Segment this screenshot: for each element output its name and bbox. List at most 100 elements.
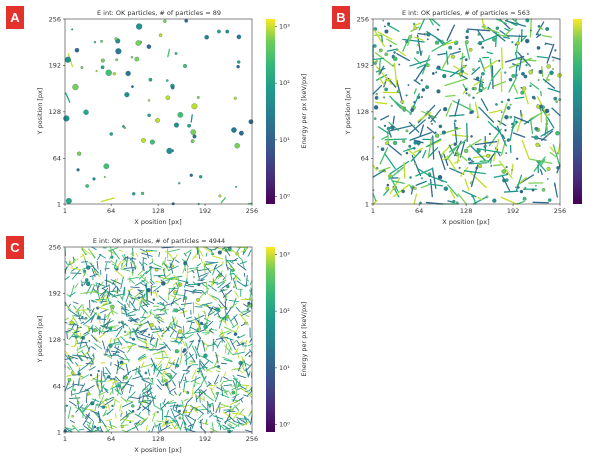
- particle-track: [529, 118, 534, 135]
- particle-track: [238, 361, 243, 372]
- particle-track: [132, 423, 141, 430]
- particle-track: [388, 175, 399, 193]
- particle-track: [227, 341, 233, 351]
- particle-spot: [553, 96, 558, 101]
- particle-track: [212, 415, 224, 420]
- particle-track: [202, 246, 211, 253]
- particle-track: [187, 365, 192, 368]
- particle-track: [131, 271, 134, 276]
- particle-track: [483, 59, 498, 70]
- particle-track: [219, 403, 229, 408]
- particle-track: [240, 310, 251, 313]
- particle-spot: [405, 94, 408, 97]
- particle-track: [239, 313, 248, 323]
- particle-track: [414, 64, 427, 82]
- particle-track: [122, 370, 132, 379]
- particle-track: [173, 409, 184, 417]
- particle-track: [529, 18, 532, 38]
- particle-track: [222, 376, 229, 380]
- particle-track: [76, 353, 83, 362]
- particle-spot: [177, 409, 181, 413]
- particle-track: [167, 248, 180, 253]
- particle-track: [182, 389, 188, 394]
- particle-track: [183, 420, 188, 433]
- particle-spot: [430, 115, 434, 119]
- particle-track: [191, 269, 195, 274]
- particle-spot: [443, 186, 449, 191]
- particle-spot: [235, 252, 239, 256]
- particle-track: [248, 394, 253, 398]
- particle-track: [486, 51, 494, 55]
- x-ticks-a: 1 64 128 192 256: [63, 204, 258, 215]
- plot-frame-a: [64, 18, 253, 205]
- particle-track: [224, 413, 231, 425]
- particle-spot: [505, 152, 507, 155]
- particle-spot: [135, 40, 142, 46]
- particle-spot: [115, 58, 119, 62]
- particle-track: [187, 320, 195, 324]
- particle-track: [169, 325, 178, 333]
- particle-track: [120, 336, 128, 344]
- particle-track: [185, 341, 189, 350]
- particle-spot: [544, 108, 550, 114]
- particle-track: [64, 321, 68, 324]
- particle-spot: [535, 142, 540, 147]
- particle-spot: [225, 314, 230, 319]
- particle-track: [106, 346, 113, 358]
- particle-track: [232, 266, 236, 272]
- particle-track: [461, 190, 477, 198]
- panel-badge-a-label: A: [10, 10, 20, 25]
- particle-track: [101, 394, 105, 401]
- particle-track: [194, 346, 200, 357]
- particle-track: [521, 139, 530, 160]
- particle-track: [153, 316, 165, 323]
- particle-track: [151, 425, 155, 433]
- particle-track: [142, 257, 147, 260]
- particle-track: [68, 397, 81, 399]
- particle-spot: [233, 96, 237, 100]
- particle-track: [477, 33, 500, 45]
- particle-spot: [507, 98, 511, 102]
- particle-track: [158, 423, 162, 432]
- particle-track: [392, 183, 410, 198]
- particle-track: [190, 114, 193, 123]
- particle-track: [76, 344, 87, 351]
- particle-track: [137, 269, 145, 276]
- particle-track: [195, 314, 205, 320]
- particle-track: [551, 56, 561, 61]
- particle-track: [387, 24, 400, 32]
- particle-track: [100, 197, 115, 203]
- particle-track: [149, 388, 153, 397]
- particle-spot: [536, 33, 540, 36]
- particle-track: [84, 385, 95, 392]
- particle-track: [557, 142, 561, 155]
- particle-track: [128, 317, 136, 323]
- particle-spot: [451, 54, 456, 59]
- particle-spot: [173, 122, 179, 128]
- particle-track: [173, 274, 179, 281]
- particle-spot: [190, 129, 196, 135]
- particle-track: [459, 55, 466, 60]
- particle-spot: [534, 184, 537, 187]
- particle-spot: [477, 163, 483, 169]
- particle-track: [386, 38, 397, 46]
- particle-spot: [236, 64, 240, 69]
- particle-track: [69, 419, 75, 424]
- particle-track: [88, 366, 96, 371]
- particle-track: [126, 383, 135, 387]
- particle-track: [174, 413, 181, 418]
- particle-track: [103, 313, 106, 324]
- particle-track: [453, 122, 458, 144]
- panel-badge-c: [6, 236, 24, 259]
- particle-track: [151, 337, 156, 340]
- particle-track: [446, 24, 455, 41]
- particle-spot: [106, 330, 109, 333]
- particle-spot: [506, 106, 511, 110]
- particle-spot: [486, 153, 491, 158]
- particle-spot: [384, 29, 389, 34]
- particle-track: [455, 150, 468, 162]
- particle-track: [72, 424, 77, 429]
- particle-spot: [248, 355, 251, 358]
- particle-spot: [182, 350, 185, 354]
- particle-track: [211, 295, 220, 300]
